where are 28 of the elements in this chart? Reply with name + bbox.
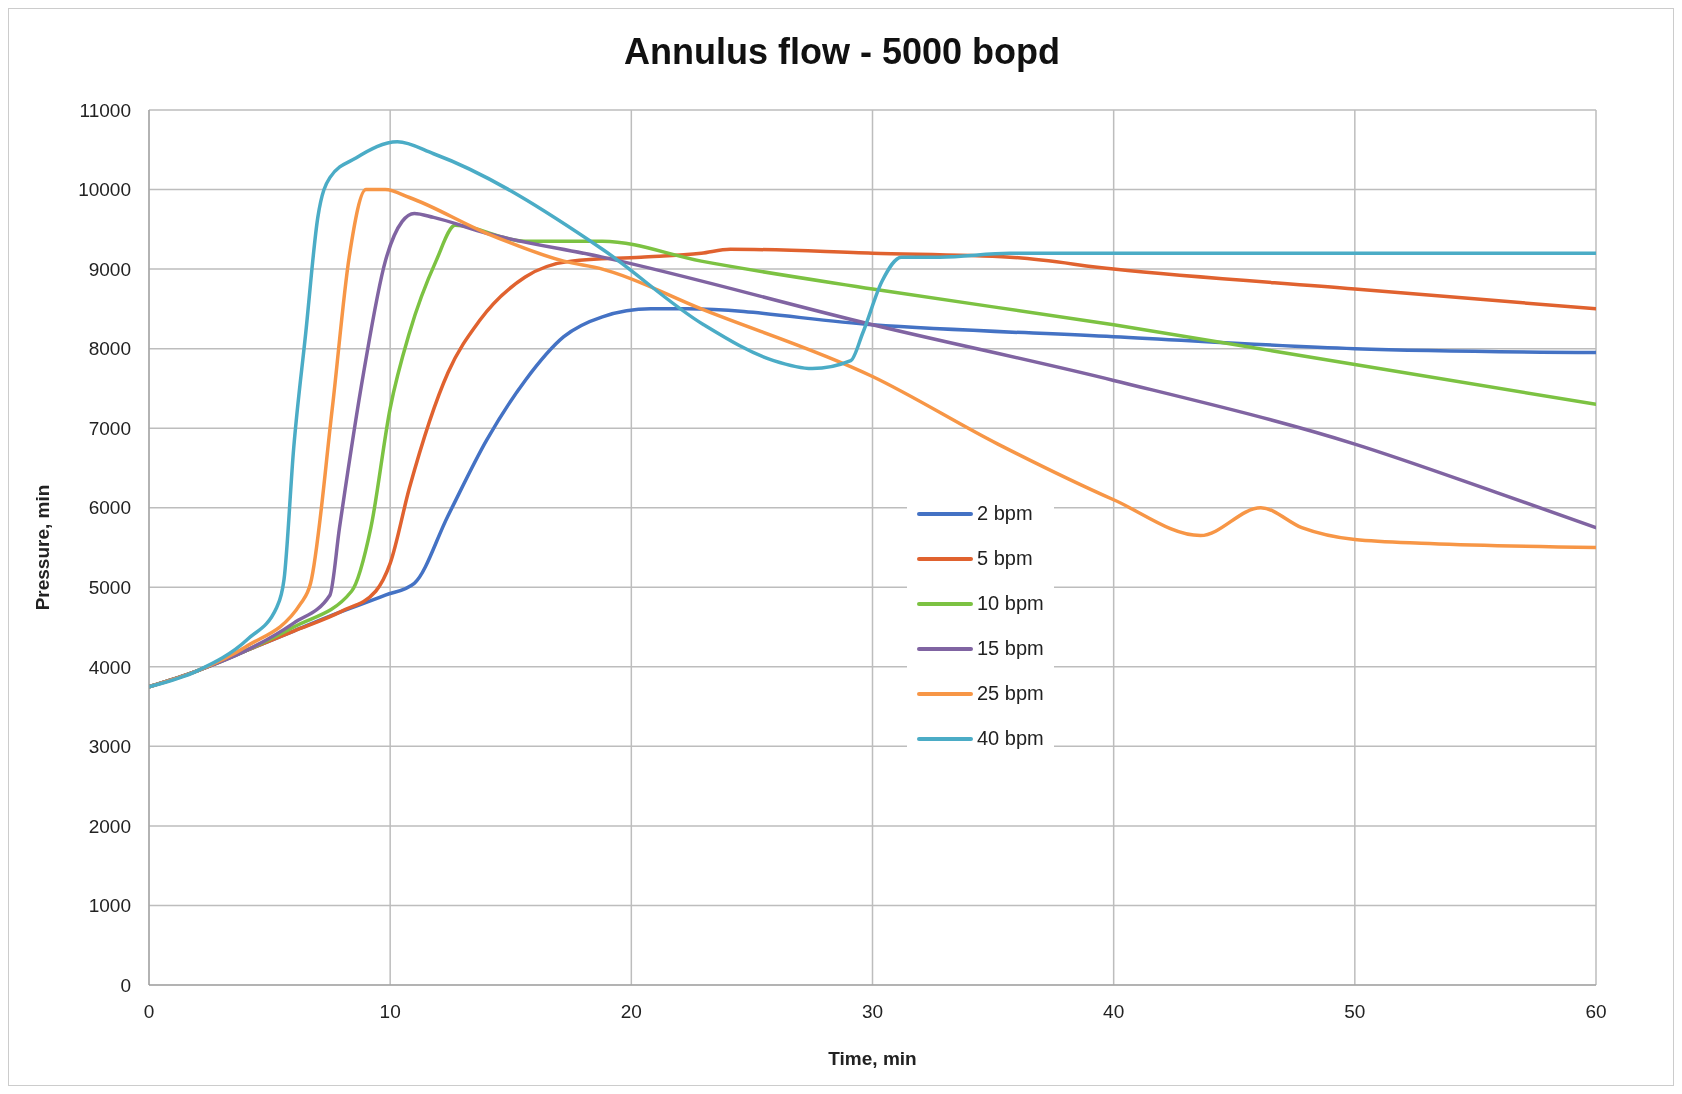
x-tick-label: 0 [143,1001,155,1023]
y-tick-label: 11000 [79,99,131,121]
x-tick-label: 30 [861,1001,884,1023]
legend-label: 5 bpm [977,547,1033,570]
y-tick-label: 8000 [88,338,131,360]
legend-label: 40 bpm [977,727,1044,750]
y-tick-label: 9000 [88,258,131,280]
legend-label: 2 bpm [977,502,1033,525]
y-tick-label: 6000 [88,497,131,519]
x-tick-label: 10 [379,1001,401,1023]
legend-label: 15 bpm [977,637,1044,660]
y-tick-label: 7000 [88,417,131,439]
y-tick-label: 10000 [78,179,131,201]
x-tick-label: 60 [1585,1001,1607,1023]
x-tick-label: 20 [620,1001,642,1023]
y-tick-label: 2000 [88,815,131,837]
legend-label: 25 bpm [977,682,1044,705]
y-tick-label: 1000 [88,895,131,917]
x-tick-label: 40 [1103,1001,1125,1023]
y-tick-label: 0 [120,974,131,996]
x-tick-label: 50 [1344,1001,1366,1023]
x-axis-title: Time, min [828,1048,917,1069]
chart-title: Annulus flow - 5000 bopd [623,31,1061,73]
y-tick-label: 4000 [88,656,131,678]
y-tick-label: 5000 [88,577,131,599]
legend-label: 10 bpm [977,592,1044,615]
y-axis-title: Pressure, min [31,484,53,611]
y-tick-label: 3000 [88,736,131,758]
